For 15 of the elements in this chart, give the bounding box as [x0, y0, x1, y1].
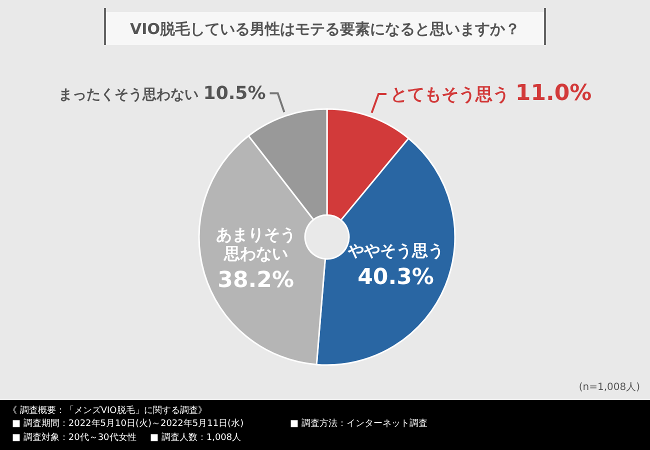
data-label: 10.5% — [203, 83, 266, 104]
slice-label: とてもそう思う — [390, 84, 516, 105]
text: ■ 調査対象：20代～30代女性 — [12, 432, 136, 443]
data-label: 40.3% — [358, 264, 434, 290]
text: 《 調査概要：「メンズVIO脱毛」に関する調査》 — [8, 405, 207, 416]
slice-label: ややそう思う — [346, 240, 444, 260]
data-label: 11.0% — [515, 80, 592, 106]
chart-title: VIO脱毛している男性はモテる要素になると思いますか？ — [130, 20, 520, 38]
data-label: 38.2% — [218, 268, 294, 294]
slice-label: あまりそう思わない — [216, 225, 296, 264]
text: ■ 調査期間：2022年5月10日(火)～2022年5月11日(水) — [12, 418, 244, 429]
slice-label: まったくそう思わない — [58, 87, 204, 104]
text: ■ 調査方法：インターネット調査 — [290, 418, 428, 429]
text: (n=1,008人) — [578, 382, 640, 393]
text: ■ 調査人数：1,008人 — [150, 432, 242, 443]
